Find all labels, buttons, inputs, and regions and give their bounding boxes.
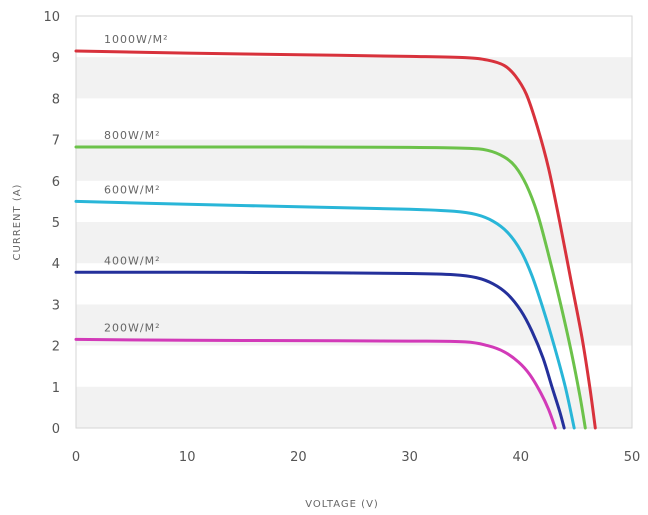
- series-label: 600W/M²: [104, 183, 160, 196]
- y-tick-label: 1: [52, 381, 60, 396]
- series-line: [74, 49, 597, 430]
- x-axis-title: VOLTAGE (V): [305, 499, 379, 510]
- y-tick-label: 2: [52, 340, 60, 355]
- y-tick-label: 6: [52, 175, 60, 190]
- y-tick-label: 9: [52, 51, 60, 66]
- y-axis-title: CURRENT (A): [12, 184, 23, 261]
- series-label: 800W/M²: [104, 129, 160, 142]
- series-line: [74, 270, 566, 430]
- plot-frame: [75, 15, 633, 429]
- label-layer: 1000W/M² 800W/M² 600W/M² 400W/M² 200W/M²: [104, 33, 168, 334]
- grid-bands: [76, 16, 632, 428]
- y-tick-label: 7: [52, 134, 60, 149]
- axes: 0 1 2 3 4 5 6 7 8 9 10 0 10 20 30 40 50 VOLTAGE (V) CURREN…: [12, 10, 640, 510]
- series-line: [74, 199, 576, 430]
- x-tick-label: 30: [401, 450, 418, 465]
- series-label: 200W/M²: [104, 321, 160, 334]
- y-tick-label: 5: [52, 216, 60, 231]
- grid-band: [76, 386, 632, 428]
- y-tick-label: 8: [52, 92, 60, 107]
- y-tick-label: 4: [52, 257, 60, 272]
- series-layer: [74, 49, 597, 430]
- grid-band: [76, 57, 632, 99]
- x-tick-label: 10: [179, 450, 196, 465]
- series-line: [74, 337, 557, 430]
- series-label: 1000W/M²: [104, 33, 168, 46]
- x-tick-label: 40: [513, 450, 530, 465]
- y-tick-label: 3: [52, 298, 60, 313]
- y-tick-label: 10: [43, 10, 60, 25]
- x-tick-label: 0: [72, 450, 80, 465]
- series-line: [74, 145, 587, 430]
- grid-band: [76, 222, 632, 264]
- x-tick-label: 50: [624, 450, 641, 465]
- y-tick-label: 0: [52, 422, 60, 437]
- series-label: 400W/M²: [104, 254, 160, 267]
- x-tick-label: 20: [290, 450, 307, 465]
